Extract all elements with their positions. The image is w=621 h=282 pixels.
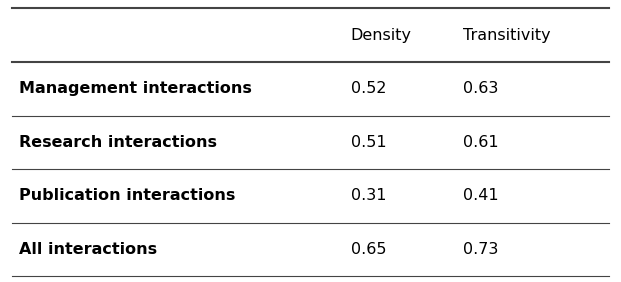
Text: 0.65: 0.65 bbox=[351, 242, 386, 257]
Text: Density: Density bbox=[351, 28, 412, 43]
Text: All interactions: All interactions bbox=[19, 242, 156, 257]
Text: 0.52: 0.52 bbox=[351, 81, 386, 96]
Text: Management interactions: Management interactions bbox=[19, 81, 252, 96]
Text: 0.31: 0.31 bbox=[351, 188, 386, 204]
Text: Transitivity: Transitivity bbox=[463, 28, 550, 43]
Text: Research interactions: Research interactions bbox=[19, 135, 217, 150]
Text: 0.51: 0.51 bbox=[351, 135, 386, 150]
Text: 0.41: 0.41 bbox=[463, 188, 498, 204]
Text: Publication interactions: Publication interactions bbox=[19, 188, 235, 204]
Text: 0.61: 0.61 bbox=[463, 135, 498, 150]
Text: 0.73: 0.73 bbox=[463, 242, 498, 257]
Text: 0.63: 0.63 bbox=[463, 81, 498, 96]
